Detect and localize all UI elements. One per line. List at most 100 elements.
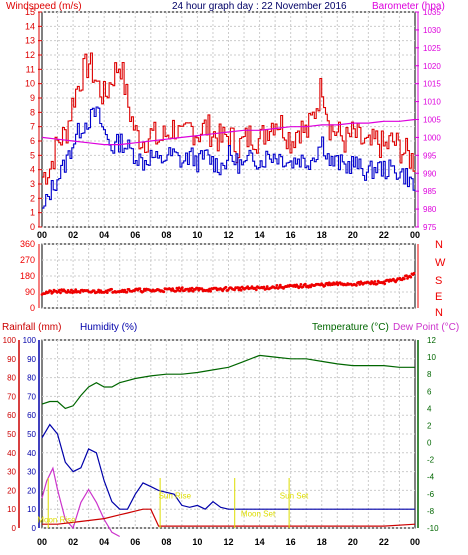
windspeed-tick-label: 14 [25, 21, 35, 31]
direction-point [224, 285, 228, 289]
direction-point [177, 286, 181, 290]
direction-tick-label: 180 [20, 271, 35, 281]
barometer-tick-label: 995 [423, 151, 437, 160]
direction-point [105, 291, 109, 294]
x-tick-label: 10 [192, 537, 202, 547]
rainfall-tick-label: 60 [7, 411, 16, 420]
humidity-tick-label: 90 [27, 355, 36, 364]
rainfall-tick-label: 40 [7, 449, 16, 458]
direction-point [369, 282, 372, 286]
direction-point [78, 291, 82, 294]
sun-moon-annotation: Sun Set [280, 492, 309, 501]
direction-point [278, 283, 282, 287]
windspeed-tick-label: 13 [25, 36, 35, 46]
direction-point [375, 282, 379, 286]
compass-label: E [435, 291, 442, 303]
direction-point [233, 288, 237, 292]
x-tick-label: 04 [99, 230, 109, 240]
barometer-tick-label: 1015 [423, 80, 441, 89]
sun-moon-annotation: Moon Rise [37, 515, 76, 524]
direction-point [70, 288, 73, 292]
barometer-tick-label: 980 [423, 205, 437, 214]
windspeed-tick-label: 8 [30, 107, 35, 117]
direction-point [174, 289, 178, 293]
direction-point [49, 289, 53, 293]
x-tick-label: 06 [130, 230, 140, 240]
x-tick-label: 00 [37, 230, 47, 240]
direction-point [373, 280, 377, 283]
x-tick-label: 04 [99, 537, 109, 547]
plot-frame-1 [41, 11, 416, 228]
series-temperature-line [41, 354, 415, 410]
barometer-tick-label: 1010 [423, 98, 441, 107]
temperature-tick-label: -2 [427, 456, 435, 465]
temperature-tick-label: -10 [427, 524, 439, 533]
direction-point [412, 271, 416, 275]
series-humidity-line [41, 423, 415, 510]
windspeed-tick-label: 6 [30, 136, 35, 146]
x-tick-label: 06 [130, 537, 140, 547]
direction-point [335, 281, 339, 284]
x-tick-label: 22 [379, 230, 389, 240]
direction-point [189, 289, 193, 292]
temperature-tick-label: -4 [427, 473, 435, 482]
windspeed-tick-label: 3 [30, 179, 35, 189]
temperature-tick-label: 0 [427, 439, 432, 448]
direction-point [383, 282, 387, 286]
direction-point [74, 288, 78, 292]
windspeed-tick-label: 9 [30, 93, 35, 103]
windspeed-tick-label: 10 [25, 79, 35, 89]
direction-point [277, 286, 281, 289]
direction-point [274, 286, 278, 290]
direction-point [402, 277, 406, 281]
humidity-tick-label: 100 [23, 336, 37, 345]
temperature-tick-label: 6 [427, 387, 432, 396]
x-tick-label: 00 [37, 537, 47, 547]
direction-point [358, 283, 362, 286]
x-tick-label: 12 [223, 537, 233, 547]
direction-point [68, 290, 72, 294]
windspeed-tick-label: 15 [25, 7, 35, 17]
direction-tick-label: 90 [25, 287, 35, 297]
direction-point [236, 286, 240, 289]
barometer-tick-label: 1035 [423, 8, 441, 17]
x-tick-label: 08 [161, 230, 171, 240]
direction-tick-label: 360 [20, 239, 35, 249]
x-tick-label: 20 [348, 230, 358, 240]
humidity-tick-label: 60 [27, 411, 36, 420]
rainfall-tick-label: 30 [7, 468, 16, 477]
barometer-tick-label: 990 [423, 169, 437, 178]
temperature-tick-label: 12 [427, 336, 436, 345]
rainfall-axis-title: Rainfall (mm) [2, 322, 61, 333]
humidity-axis-title: Humidity (%) [80, 322, 137, 333]
x-tick-label: 20 [348, 537, 358, 547]
direction-point [190, 286, 194, 290]
temperature-tick-label: 8 [427, 370, 432, 379]
barometer-tick-label: 1000 [423, 133, 441, 142]
rainfall-tick-label: 10 [7, 505, 16, 514]
direction-point [207, 289, 210, 293]
direction-point [97, 288, 100, 292]
x-tick-label: 16 [286, 537, 296, 547]
direction-point [299, 283, 303, 286]
barometer-tick-label: 1020 [423, 62, 441, 71]
barometer-tick-label: 1025 [423, 44, 441, 53]
direction-point [275, 284, 279, 287]
sun-moon-annotation: Sun Rise [159, 492, 192, 501]
compass-label: S [435, 275, 442, 287]
x-tick-label: 18 [317, 537, 327, 547]
temperature-axis-title: Temperature (°C) [312, 322, 389, 333]
humidity-tick-label: 80 [27, 374, 36, 383]
rainfall-tick-label: 80 [7, 374, 16, 383]
temperature-tick-label: -6 [427, 490, 435, 499]
humidity-tick-label: 20 [27, 486, 36, 495]
direction-point [303, 282, 307, 286]
direction-point [58, 288, 61, 292]
chart-title: 24 hour graph day : 22 November 2016 [172, 1, 347, 12]
x-tick-label: 16 [286, 230, 296, 240]
humidity-tick-label: 10 [27, 505, 36, 514]
x-tick-label: 00 [410, 537, 420, 547]
dewpoint-axis-title: Dew Point (°C) [393, 322, 459, 333]
x-tick-label: 18 [317, 230, 327, 240]
